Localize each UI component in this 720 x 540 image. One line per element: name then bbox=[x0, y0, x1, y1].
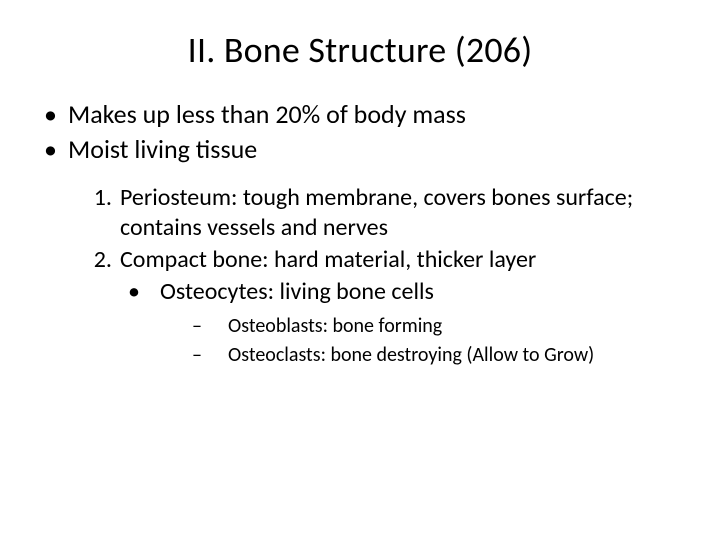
level3-bullets: Osteocytes: living bone cells bbox=[120, 277, 684, 307]
slide-title: II. Bone Structure (206) bbox=[36, 28, 684, 72]
bullet-l1: Moist living tissue bbox=[44, 133, 684, 166]
slide: II. Bone Structure (206) Makes up less t… bbox=[0, 0, 720, 540]
level1-bullets: Makes up less than 20% of body mass Mois… bbox=[36, 98, 684, 165]
dash-l4: Osteoblasts: bone forming bbox=[192, 313, 684, 340]
dash-l4: Osteoclasts: bone destroying (Allow to G… bbox=[192, 342, 684, 369]
numbered-marker: 1. bbox=[84, 183, 112, 213]
level4-dashes: Osteoblasts: bone forming Osteoclasts: b… bbox=[192, 313, 684, 369]
bullet-l3: Osteocytes: living bone cells bbox=[120, 277, 684, 307]
numbered-marker: 2. bbox=[84, 245, 112, 275]
numbered-text: Periosteum: tough membrane, covers bones… bbox=[120, 183, 633, 242]
numbered-list: 1. Periosteum: tough membrane, covers bo… bbox=[84, 183, 684, 369]
bullet-l1: Makes up less than 20% of body mass bbox=[44, 98, 684, 131]
numbered-item: 1. Periosteum: tough membrane, covers bo… bbox=[84, 183, 684, 243]
numbered-text: Compact bone: hard material, thicker lay… bbox=[120, 245, 536, 274]
numbered-item: 2. Compact bone: hard material, thicker … bbox=[84, 245, 684, 275]
